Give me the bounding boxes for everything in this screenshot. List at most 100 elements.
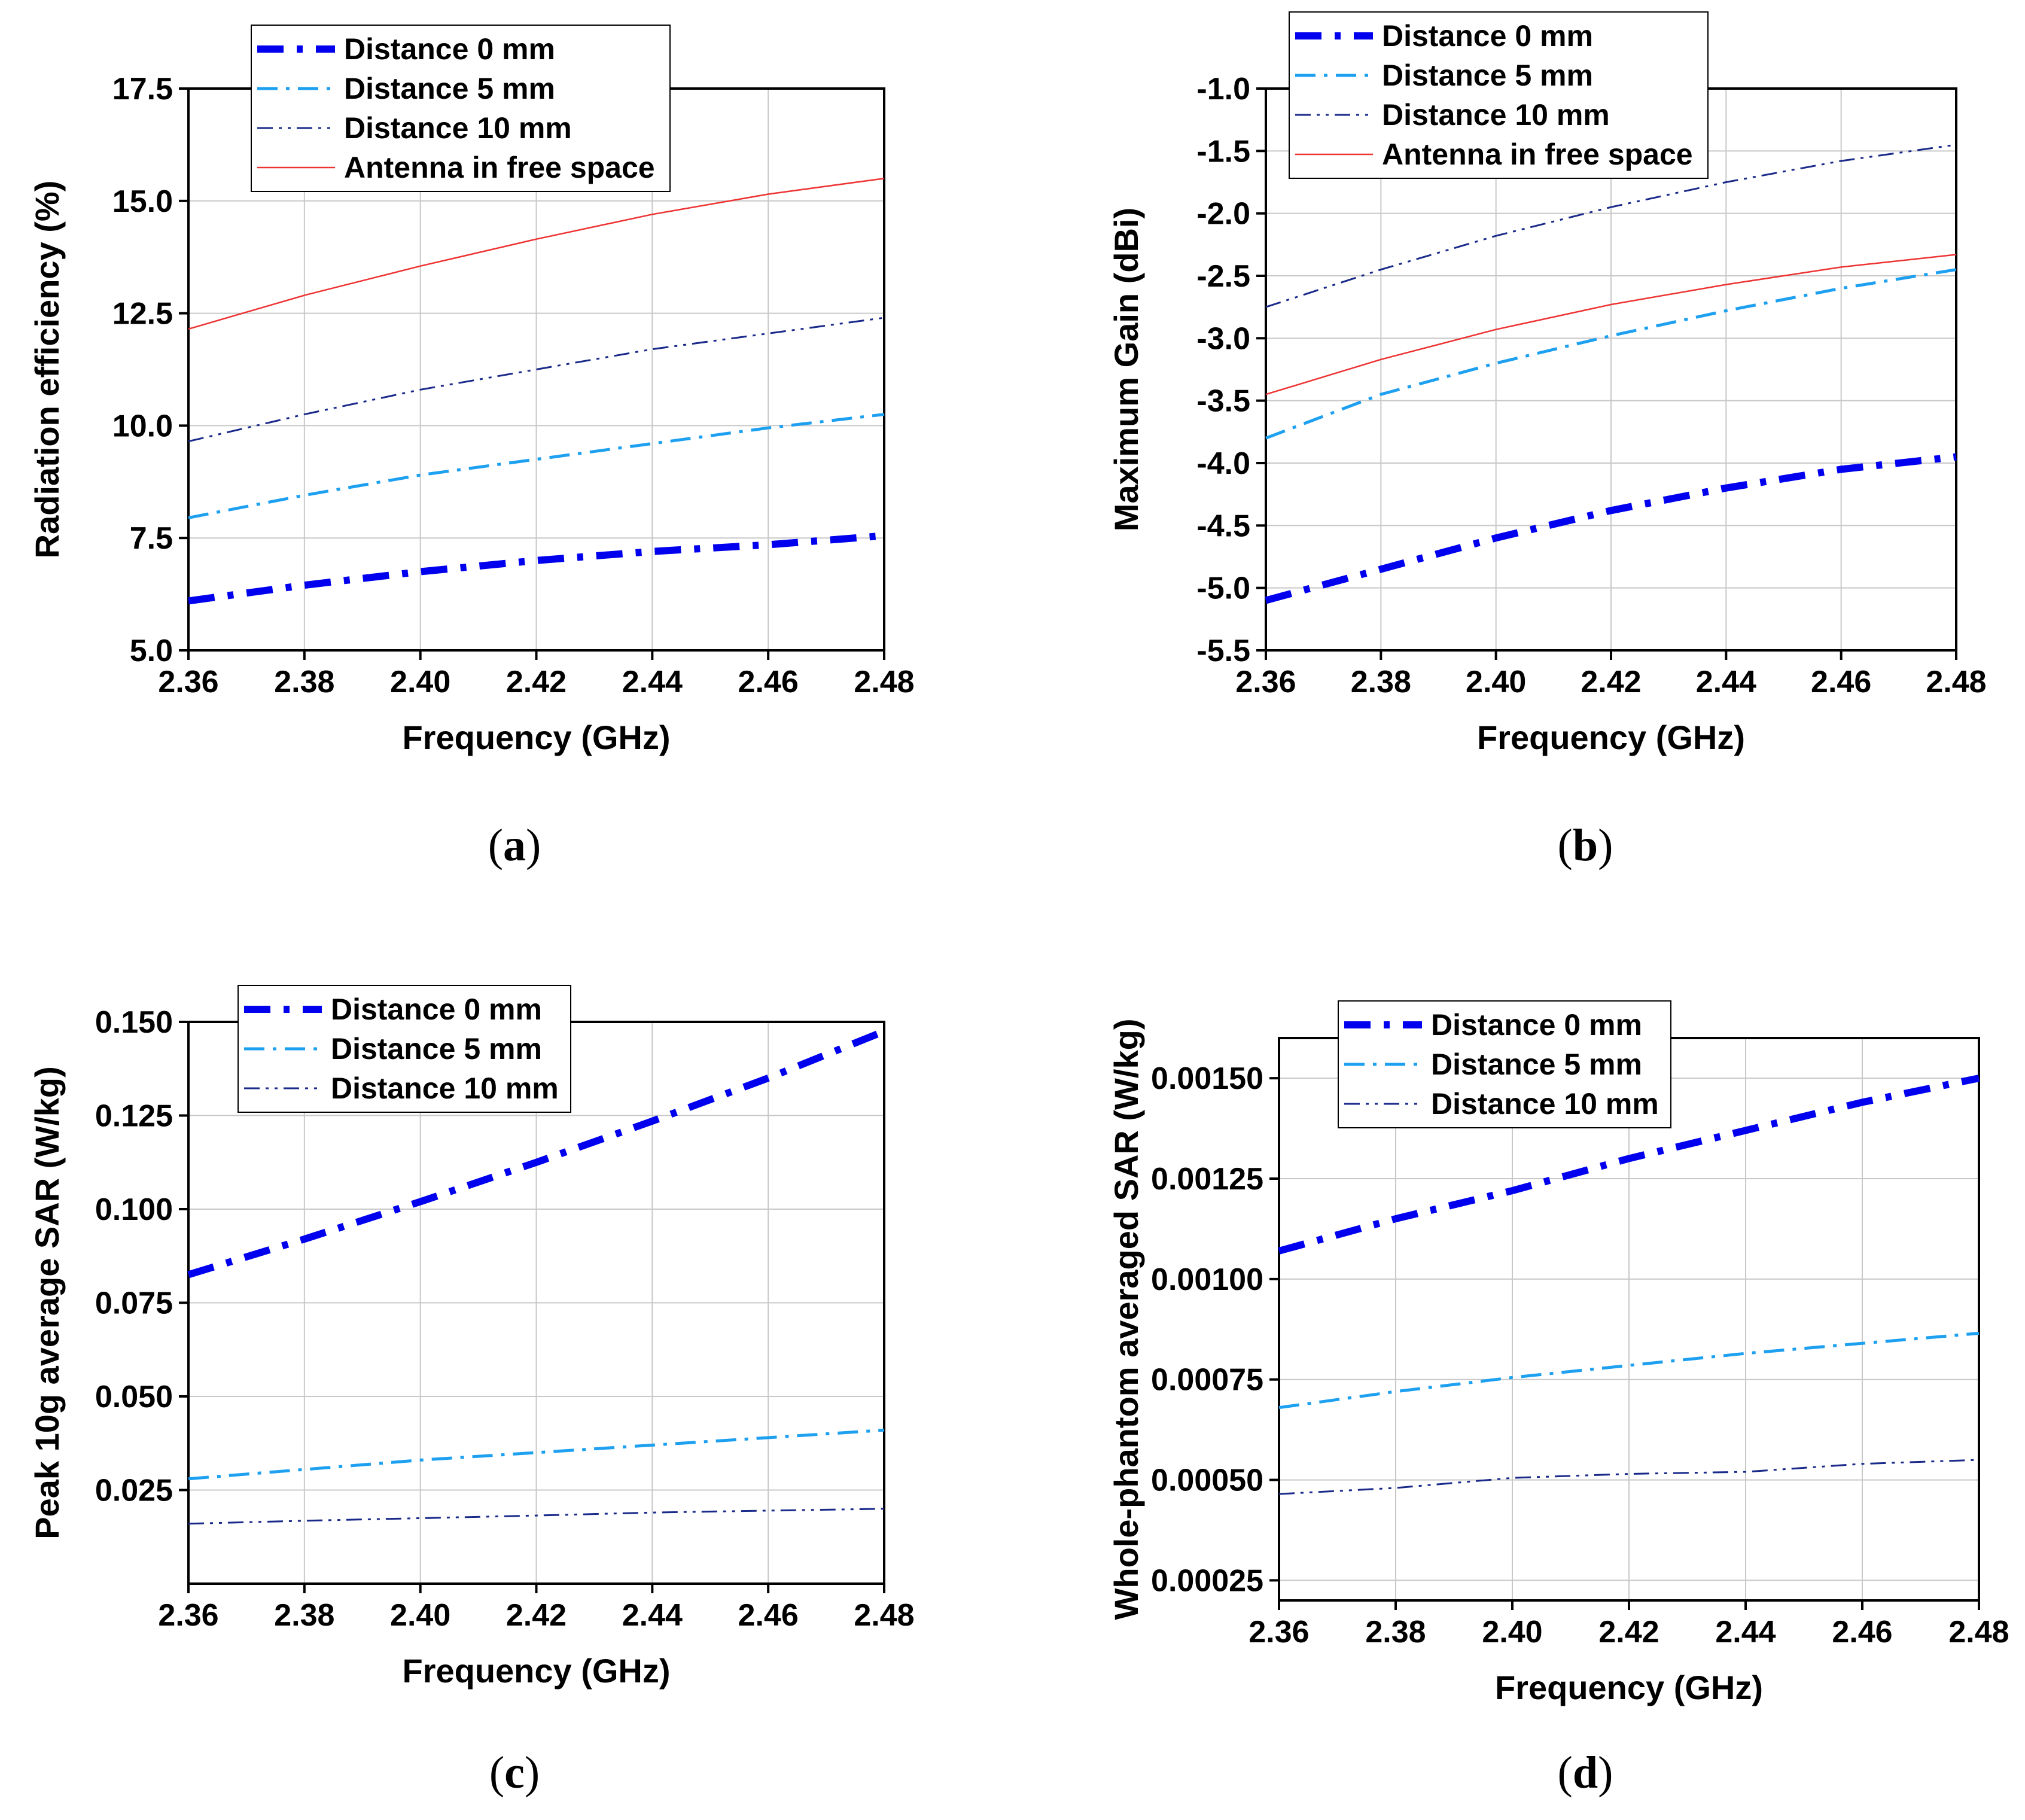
chart-panel-b: 2.36 2.38 2.40 2.42 2.44 2.46 2.48 -5.5 -5.0 -4.5… (1012, 0, 2024, 778)
y-tick-label: 0.00050 (1151, 1463, 1263, 1498)
chart-panel-c: 2.36 2.38 2.40 2.42 2.44 2.46 2.48 0.025 0.050 0.… (0, 933, 1012, 1711)
chart-c: 2.36 2.38 2.40 2.42 2.44 2.46 2.48 0.025 0.050 0.… (28, 985, 915, 1690)
legend-label: Distance 0 mm (1382, 19, 1593, 53)
x-tick-label: 2.36 (158, 1598, 218, 1633)
x-tick-label: 2.44 (1696, 665, 1756, 699)
y-tick-label: 0.00125 (1151, 1162, 1263, 1197)
y-tick-label: 0.075 (95, 1286, 173, 1321)
series-line-0 (1278, 1075, 1980, 1255)
x-tick-label: 2.44 (622, 665, 683, 699)
chart-b: 2.36 2.38 2.40 2.42 2.44 2.46 2.48 -5.5 -5.0 -4.5… (1107, 11, 1987, 756)
x-tick-label: 2.40 (1482, 1615, 1542, 1649)
legend-label: Distance 0 mm (331, 993, 542, 1026)
y-tick-label: 0.125 (95, 1099, 173, 1134)
y-tick-label: 0.00075 (1151, 1363, 1263, 1398)
x-tick-label: 2.42 (1581, 665, 1641, 699)
y-axis-label: Radiation efficiency (%) (28, 181, 66, 559)
y-tick-label: 0.050 (95, 1380, 173, 1414)
x-tick-label: 2.48 (854, 665, 914, 699)
y-tick-label: -2.0 (1196, 197, 1250, 232)
x-tick-label: 2.40 (390, 1598, 450, 1633)
legend-label: Distance 0 mm (1431, 1008, 1642, 1042)
y-tick-label: -3.5 (1196, 384, 1250, 419)
chart-panel-d: 2.36 2.38 2.40 2.42 2.44 2.46 2.48 0.00025 0.000… (1012, 933, 2024, 1711)
x-tick-label: 2.36 (1235, 665, 1296, 699)
legend-label: Distance 5 mm (1382, 59, 1593, 92)
series-line-1 (1265, 268, 1957, 440)
series-line-3 (188, 177, 885, 330)
x-tick-label: 2.36 (158, 665, 218, 699)
y-tick-label: -5.5 (1196, 634, 1250, 668)
legend-label: Distance 5 mm (1431, 1048, 1642, 1081)
legend: Distance 0 mm Distance 5 mm Distance 10 mm (237, 985, 571, 1113)
y-tick-label: -5.0 (1196, 571, 1250, 606)
caption-c: (c) (489, 1748, 540, 1798)
series-line-1 (188, 413, 885, 519)
y-tick-label: 0.00100 (1151, 1262, 1263, 1297)
x-tick-label: 2.48 (1926, 665, 1986, 699)
legend-label: Distance 10 mm (1382, 98, 1610, 132)
legend-box (1289, 11, 1709, 179)
y-tick-label: 0.100 (95, 1192, 173, 1227)
series-line-2 (1265, 144, 1957, 308)
series-line-0 (1265, 453, 1957, 604)
x-tick-label: 2.46 (738, 1598, 799, 1633)
series-line-1 (1278, 1332, 1980, 1410)
caption-d: (d) (1557, 1748, 1613, 1798)
caption-a: (a) (488, 820, 541, 871)
x-tick-label: 2.40 (1466, 665, 1526, 699)
y-tick-label: -3.0 (1196, 321, 1250, 356)
y-tick-label: 0.025 (95, 1474, 173, 1508)
y-tick-label: -4.5 (1196, 509, 1250, 543)
x-axis-label: Frequency (GHz) (402, 1652, 670, 1690)
caption-b: (b) (1557, 820, 1613, 871)
y-tick-label: -1.0 (1196, 72, 1250, 106)
legend-label: Distance 10 mm (331, 1072, 559, 1105)
series-line-3 (1265, 254, 1957, 395)
x-tick-label: 2.46 (1811, 665, 1871, 699)
x-tick-label: 2.42 (506, 665, 567, 699)
y-axis-label: Whole-phantom averaged SAR (W/kg) (1107, 1019, 1145, 1620)
series-line-0 (187, 1028, 886, 1279)
y-tick-label: -1.5 (1196, 134, 1250, 169)
x-tick-label: 2.48 (1948, 1615, 2009, 1649)
x-axis-label: Frequency (GHz) (402, 719, 670, 756)
legend-box (251, 25, 671, 192)
x-axis-label: Frequency (GHz) (1495, 1669, 1763, 1706)
y-tick-label: 10.0 (112, 409, 173, 443)
x-tick-label: 2.38 (274, 665, 334, 699)
x-tick-label: 2.48 (854, 1598, 914, 1633)
series-line-2 (188, 316, 885, 443)
y-tick-label: 5.0 (130, 634, 173, 668)
x-tick-label: 2.44 (1715, 1615, 1776, 1649)
y-tick-label: 15.0 (112, 184, 173, 219)
series-line-2 (188, 1508, 885, 1525)
x-axis-label: Frequency (GHz) (1477, 719, 1745, 756)
x-tick-label: 2.46 (738, 665, 799, 699)
x-tick-label: 2.40 (390, 665, 450, 699)
x-tick-label: 2.36 (1249, 1615, 1309, 1649)
legend: Distance 0 mm Distance 5 mm Distance 10 mm… (251, 25, 671, 192)
y-tick-label: 0.150 (95, 1005, 173, 1040)
x-tick-label: 2.42 (506, 1598, 567, 1633)
legend-label: Distance 5 mm (331, 1032, 542, 1066)
x-tick-label: 2.46 (1832, 1615, 1892, 1649)
series-line-2 (1278, 1459, 1980, 1495)
y-tick-label: 17.5 (112, 72, 173, 106)
y-tick-label: 12.5 (112, 297, 173, 331)
x-tick-label: 2.38 (1351, 665, 1411, 699)
y-axis-label: Peak 10g average SAR (W/kg) (28, 1066, 66, 1539)
x-tick-label: 2.38 (274, 1598, 334, 1633)
legend: Distance 0 mm Distance 5 mm Distance 10 mm… (1289, 11, 1709, 179)
y-tick-label: -2.5 (1196, 259, 1250, 294)
x-tick-label: 2.38 (1365, 1615, 1426, 1649)
x-tick-label: 2.42 (1598, 1615, 1659, 1649)
chart-d: 2.36 2.38 2.40 2.42 2.44 2.46 2.48 0.00025 0.000… (1107, 1000, 2009, 1706)
legend-label: Distance 5 mm (344, 72, 555, 105)
legend-label: Distance 10 mm (1431, 1087, 1659, 1121)
chart-panel-a: 2.36 2.38 2.40 2.42 2.44 2.46 2.48 5.0 7.5 10.0 12… (0, 0, 1012, 778)
chart-a: 2.36 2.38 2.40 2.42 2.44 2.46 2.48 5.0 7.5 10.0 12… (28, 25, 915, 756)
y-tick-label: 0.00025 (1151, 1563, 1263, 1598)
legend-label: Antenna in free space (1382, 138, 1693, 171)
y-tick-label: 0.00150 (1151, 1061, 1263, 1096)
